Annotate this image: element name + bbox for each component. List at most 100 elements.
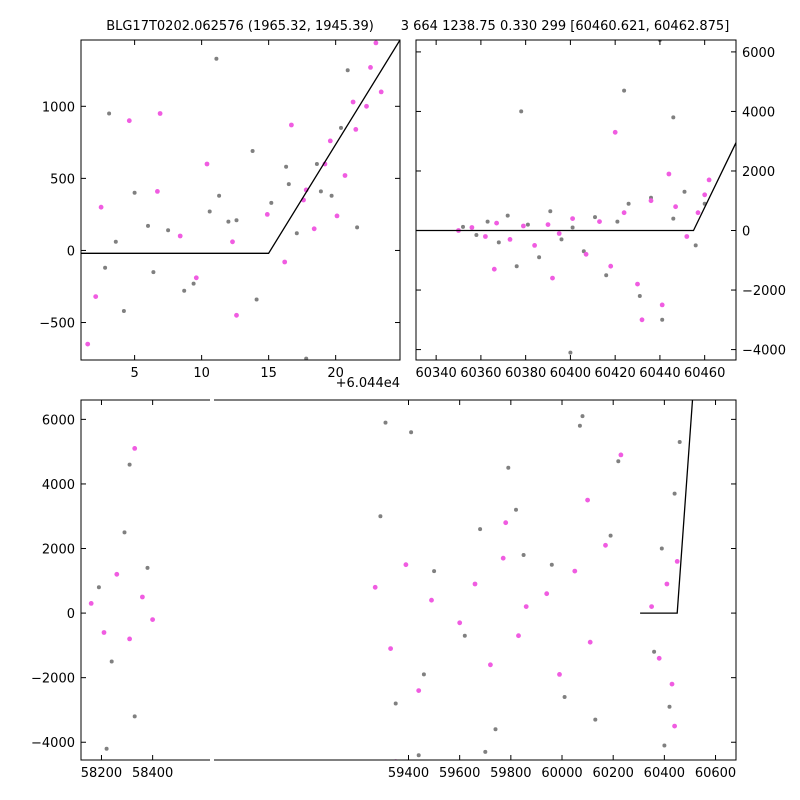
tl-point — [314, 162, 319, 166]
tl-point — [191, 281, 196, 286]
bottom-point — [562, 695, 567, 699]
bottom-point — [557, 672, 562, 677]
bottom-point — [674, 559, 680, 564]
tr-point — [648, 198, 654, 204]
tr-point — [626, 201, 631, 206]
tr-point — [684, 234, 690, 239]
bottom-point — [409, 430, 414, 435]
tr-point — [695, 210, 701, 216]
bottom-point — [549, 562, 554, 567]
tr-point — [474, 233, 479, 237]
bottom-point — [429, 597, 434, 603]
tr-point — [514, 264, 519, 269]
bottom-point — [577, 423, 582, 428]
bottom-ytick-label: 0 — [67, 607, 75, 622]
tl-point — [250, 149, 255, 153]
tr-ytick-label: 2000 — [742, 165, 775, 180]
tr-point — [519, 109, 524, 114]
bottom-point — [664, 581, 670, 587]
tr-ytick-label: 6000 — [742, 46, 775, 61]
tl-axes-frame — [80, 39, 401, 361]
bottom-axes-frame — [80, 399, 737, 761]
tl-point — [107, 111, 112, 116]
tl-point — [353, 126, 359, 132]
bottom-point — [127, 636, 132, 642]
tr-point — [570, 225, 575, 230]
tr-point — [505, 213, 510, 218]
tr-xtick-label: 60440 — [639, 366, 680, 381]
tr-point — [556, 231, 562, 236]
panel-bottom: 58200 58400 59400 59600 59800 60000 60200 60400… — [31, 396, 737, 781]
bottom-point — [672, 491, 677, 496]
tr-xtick-label: 60420 — [594, 366, 635, 381]
bottom-point — [649, 604, 654, 609]
tl-point — [311, 226, 317, 232]
tr-xtick-label: 60400 — [550, 366, 591, 381]
bottom-xtick-label: 60200 — [593, 766, 634, 781]
tl-point — [226, 219, 231, 224]
tl-point — [217, 193, 222, 198]
tr-point — [496, 240, 501, 245]
tl-point — [282, 259, 288, 265]
bottom-point — [478, 527, 483, 532]
bottom-point — [96, 585, 101, 590]
bottom-point — [109, 659, 114, 664]
bottom-point — [516, 633, 521, 639]
bottom-point — [618, 452, 624, 458]
tr-plot-area — [416, 40, 736, 355]
tl-point — [345, 68, 350, 73]
bottom-ytick-label: 4000 — [42, 478, 75, 493]
bottom-point — [523, 604, 529, 609]
tr-point — [637, 294, 642, 298]
tr-xtick-label: 60460 — [684, 366, 725, 381]
bottom-ytick-label: −4000 — [31, 736, 75, 751]
tl-xtick-label: 20 — [327, 366, 344, 381]
tl-point — [98, 204, 104, 210]
tr-point — [461, 224, 465, 229]
bottom-point — [393, 701, 398, 706]
tr-point — [660, 317, 665, 322]
tl-point — [234, 312, 239, 318]
tl-point — [166, 228, 171, 233]
tl-point — [342, 173, 348, 178]
bottom-point — [585, 497, 590, 503]
bottom-point — [669, 681, 675, 687]
bottom-xtick-label: 60000 — [541, 766, 582, 781]
panel-top-left: 5 10 15 20 −500 0 500 1000 — [39, 39, 401, 381]
tl-point — [207, 209, 212, 214]
tr-point — [583, 251, 589, 257]
bottom-point — [521, 553, 526, 557]
tl-point — [368, 65, 373, 70]
tl-point — [146, 223, 150, 228]
bottom-point — [378, 514, 383, 519]
tl-point — [85, 341, 91, 347]
tr-point — [608, 263, 614, 269]
bottom-point — [114, 571, 120, 577]
tl-point — [364, 103, 369, 109]
bottom-point — [514, 507, 518, 512]
tr-point — [673, 204, 678, 210]
tr-ytick-label: 0 — [742, 225, 750, 240]
tr-ytick-label: −2000 — [742, 284, 786, 299]
tl-point — [121, 309, 126, 313]
tr-point — [635, 281, 640, 287]
title-top-left: BLG17T0202.062576 (1965.32, 1945.39) — [106, 19, 374, 34]
tr-ytick-label: −4000 — [742, 344, 786, 359]
tl-xtick-label: 5 — [130, 366, 138, 381]
tl-point — [230, 239, 235, 245]
tl-ytick-label: 500 — [50, 172, 75, 187]
tl-point — [204, 161, 210, 167]
bottom-point — [132, 446, 138, 451]
bottom-xtick-label: 58400 — [132, 766, 173, 781]
bottom-point — [587, 639, 593, 645]
tl-point — [93, 294, 99, 299]
axis-break-top — [210, 396, 214, 404]
tl-point — [126, 118, 132, 124]
tr-xtick-label: 60340 — [415, 366, 456, 381]
tl-point — [373, 40, 379, 46]
bottom-point — [472, 581, 478, 587]
bottom-ytick-label: 6000 — [42, 413, 75, 428]
tl-point — [334, 213, 340, 219]
axis-break-bottom — [210, 756, 214, 764]
bottom-point — [88, 601, 94, 606]
